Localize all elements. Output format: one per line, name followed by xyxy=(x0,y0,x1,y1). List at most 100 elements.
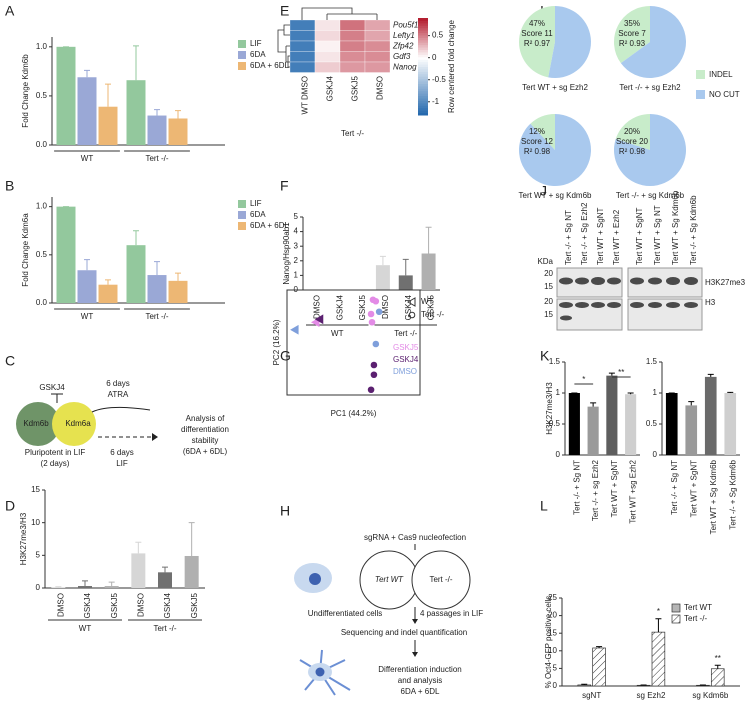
group-label: WT xyxy=(331,329,344,338)
colorbar xyxy=(418,56,428,60)
heatmap-cell xyxy=(289,61,316,73)
significance: ** xyxy=(618,368,624,377)
y-tick-label: 1.0 xyxy=(36,202,48,211)
error-bar xyxy=(175,110,181,119)
step2-condition: LIF xyxy=(116,459,128,468)
kdm6b-cell xyxy=(16,402,60,446)
y-tick-label: 2 xyxy=(294,256,299,265)
pie-caption: Tert WT + sg Ezh2 xyxy=(522,83,588,92)
outcome: Analysis of xyxy=(186,414,225,423)
x-tick-label: sg Ezh2 xyxy=(637,691,666,700)
colorbar xyxy=(418,88,428,92)
significance: * xyxy=(582,375,585,384)
legend-marker xyxy=(408,311,416,319)
legend-swatch xyxy=(696,90,705,99)
legend-swatch xyxy=(238,40,246,48)
pie-r2: R² 0.98 xyxy=(619,147,646,156)
bar xyxy=(126,245,146,303)
heatmap-cell xyxy=(289,40,316,52)
panel-letter: G xyxy=(280,348,291,364)
y-tick-label: 0 xyxy=(553,681,558,690)
bar xyxy=(724,393,737,455)
error-bar xyxy=(402,258,409,276)
error-bar xyxy=(596,646,603,648)
point xyxy=(370,361,378,369)
neuron-nucleus xyxy=(315,667,325,677)
x-tick-label: Tert -/- xyxy=(145,154,168,163)
blot-j: J KDa 20 15 20 15 H3K27me3 H3 xyxy=(537,183,746,331)
x-tick-label: Tert -/- + Sg NT xyxy=(572,460,581,515)
pie-r2: R² 0.98 xyxy=(524,147,551,156)
bar xyxy=(131,553,146,588)
x-tick-label: Tert -/- + Sg NT xyxy=(670,460,679,515)
row-label: Pou5f1 xyxy=(393,20,418,29)
legend-swatch xyxy=(238,51,246,59)
caption: Pluripotent in LIF xyxy=(25,448,86,457)
heatmap-cell xyxy=(314,61,341,73)
colorbar xyxy=(418,68,428,72)
error-bar xyxy=(133,230,139,246)
heatmap-cell xyxy=(364,40,391,52)
nucleus-icon xyxy=(309,573,321,585)
marker: 20 xyxy=(544,269,553,278)
error-bar xyxy=(188,522,195,556)
row-label: Nanog xyxy=(393,62,417,71)
error-bar xyxy=(379,255,386,266)
y-tick-label: 1.5 xyxy=(646,357,658,366)
dendrogram xyxy=(277,24,290,68)
error-bar xyxy=(655,618,662,633)
pie-score: Score 12 xyxy=(521,137,554,146)
pie-score: Score 11 xyxy=(521,29,553,38)
colorbar xyxy=(418,110,428,114)
y-axis-label: PC2 (16.2%) xyxy=(272,319,281,365)
error-bar xyxy=(108,581,115,587)
final-label: Differentiation induction xyxy=(378,665,461,674)
legend-label: DMSO xyxy=(393,367,417,376)
error-bar xyxy=(154,109,160,116)
bar xyxy=(56,206,76,303)
cells-label: Undifferentiated cells xyxy=(308,609,383,618)
lane-label: Tert WT + Ezh2 xyxy=(612,209,621,265)
marker: 15 xyxy=(544,282,553,291)
significance: ** xyxy=(715,654,721,663)
right-cell-label: Kdm6a xyxy=(65,419,91,428)
legend-label: INDEL xyxy=(709,70,733,79)
legend-swatch xyxy=(671,614,681,624)
bar xyxy=(587,406,599,455)
error-bar xyxy=(608,372,615,376)
colorbar xyxy=(418,90,428,94)
arrow-head xyxy=(412,652,418,657)
pie-slice xyxy=(530,114,555,150)
bar xyxy=(421,253,436,290)
dendrogram xyxy=(301,7,378,20)
diagram-c: C GSKJ4 Kdm6b Kdm6a 6 days ATRA 6 days L… xyxy=(5,353,229,468)
colorbar xyxy=(418,78,428,82)
x-tick-label: sg Kdm6b xyxy=(692,691,729,700)
blot-bands xyxy=(559,277,698,321)
y-tick-label: 0 xyxy=(653,450,658,459)
point xyxy=(290,324,299,335)
bar xyxy=(168,280,188,303)
colorbar xyxy=(418,22,428,26)
colorbar xyxy=(418,51,428,55)
colorbar xyxy=(418,112,428,116)
left-cell-label: Kdm6b xyxy=(23,419,49,428)
legend-label: Tert -/- xyxy=(421,310,444,319)
y-axis-label: % Oct4-GFP positive cells xyxy=(544,596,553,689)
bar xyxy=(375,265,390,290)
colorbar xyxy=(418,98,428,101)
band-label: H3 xyxy=(705,298,716,307)
pie-value-label: 47% xyxy=(529,19,545,28)
pie-score: Score 20 xyxy=(616,137,649,146)
heatmap-cell xyxy=(364,51,391,63)
error-bar xyxy=(135,541,142,554)
bar xyxy=(625,394,637,455)
y-tick-label: 1.5 xyxy=(549,357,561,366)
y-tick-label: 1.0 xyxy=(36,42,48,51)
y-tick-label: 0.0 xyxy=(36,298,48,307)
bar xyxy=(126,80,146,145)
y-tick-label: 1 xyxy=(556,388,561,397)
legend-swatch xyxy=(671,603,681,613)
y-tick-label: 15 xyxy=(548,628,557,637)
